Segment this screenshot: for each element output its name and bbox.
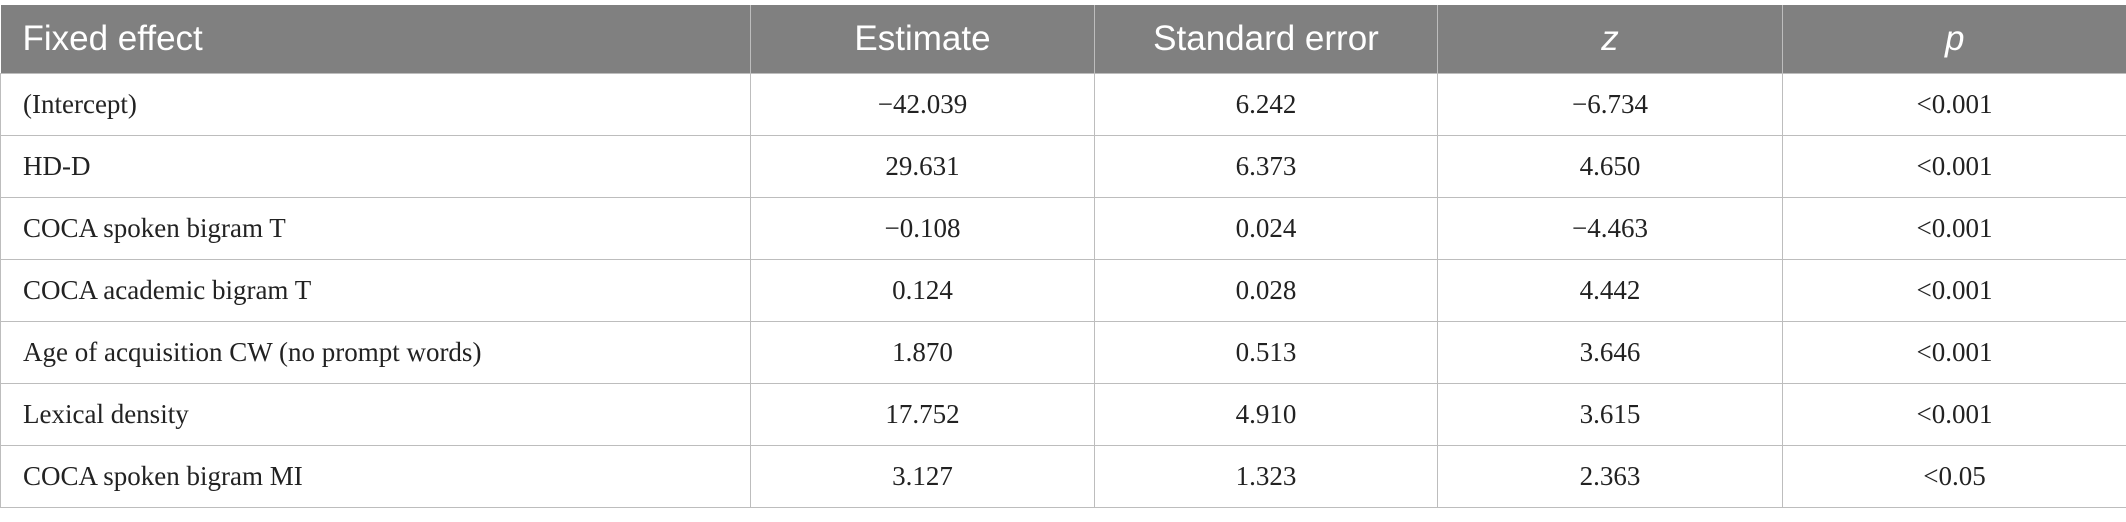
value-cell: 4.442 [1437,259,1783,322]
value-cell: 29.631 [750,135,1095,198]
header-cell: z [1437,5,1783,74]
table-row: HD-D 29.631 6.373 4.650 <0.001 [0,135,2126,198]
value-cell: 3.127 [750,445,1095,508]
row-label: HD-D [0,135,751,198]
value-cell: −0.108 [750,197,1095,260]
value-cell: <0.001 [1782,73,2126,136]
table-row: Lexical density 17.752 4.910 3.615 <0.001 [0,383,2126,446]
value-cell: 3.646 [1437,321,1783,384]
header-cell: Standard error [1094,5,1438,74]
value-cell: 0.513 [1094,321,1438,384]
value-cell: <0.001 [1782,259,2126,322]
table-row: COCA spoken bigram MI 3.127 1.323 2.363 <0.0… [0,445,2126,508]
row-label: COCA spoken bigram T [0,197,751,260]
table-row: (Intercept) −42.039 6.242 −6.734 <0.001 [0,73,2126,136]
value-cell: <0.001 [1782,321,2126,384]
row-label: (Intercept) [0,73,751,136]
value-cell: 0.124 [750,259,1095,322]
header-row: Fixed effect Estimate Standard error z p [0,5,2126,74]
value-cell: 4.910 [1094,383,1438,446]
value-cell: 0.028 [1094,259,1438,322]
row-label: COCA spoken bigram MI [0,445,751,508]
value-cell: 6.373 [1094,135,1438,198]
table-body: (Intercept) −42.039 6.242 −6.734 <0.001 HD-D 2… [0,73,2126,508]
value-cell: −6.734 [1437,73,1783,136]
value-cell: 17.752 [750,383,1095,446]
value-cell: <0.001 [1782,197,2126,260]
header-cell: p [1782,5,2126,74]
table-row: Age of acquisition CW (no prompt words) 1… [0,321,2126,384]
value-cell: <0.001 [1782,135,2126,198]
value-cell: 0.024 [1094,197,1438,260]
header-cell: Estimate [750,5,1095,74]
value-cell: 1.323 [1094,445,1438,508]
header-cell: Fixed effect [0,5,751,74]
value-cell: 3.615 [1437,383,1783,446]
value-cell: <0.05 [1782,445,2126,508]
table-row: COCA academic bigram T 0.124 0.028 4.442 <0.… [0,259,2126,322]
row-label: Age of acquisition CW (no prompt words) [0,321,751,384]
table-row: COCA spoken bigram T −0.108 0.024 −4.463 <0.… [0,197,2126,260]
value-cell: 1.870 [750,321,1095,384]
row-label: Lexical density [0,383,751,446]
value-cell: <0.001 [1782,383,2126,446]
value-cell: −4.463 [1437,197,1783,260]
value-cell: −42.039 [750,73,1095,136]
value-cell: 4.650 [1437,135,1783,198]
value-cell: 6.242 [1094,73,1438,136]
row-label: COCA academic bigram T [0,259,751,322]
value-cell: 2.363 [1437,445,1783,508]
results-table: Fixed effect Estimate Standard error z p (In… [0,5,2126,508]
